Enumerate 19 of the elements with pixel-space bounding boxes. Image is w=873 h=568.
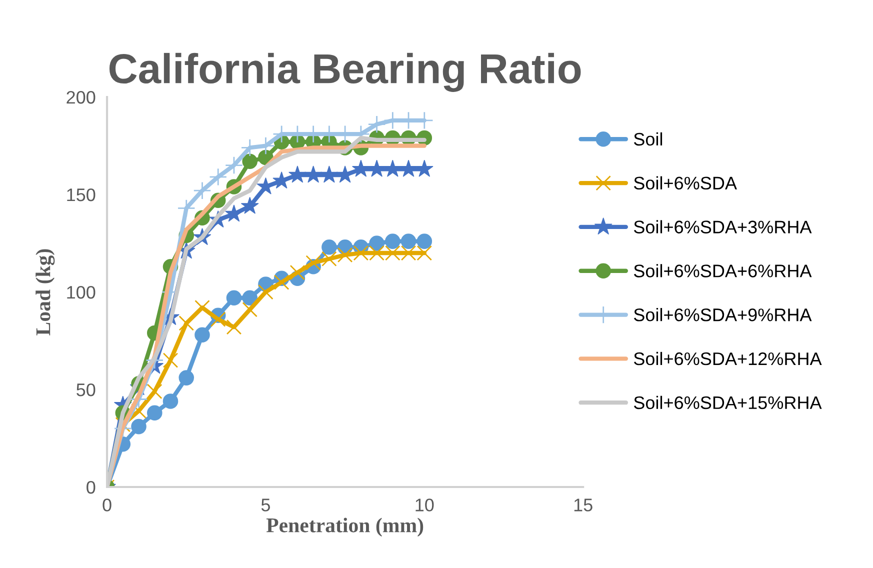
y-tick-label: 50 <box>76 383 96 396</box>
x-tick-label: 0 <box>102 498 112 512</box>
legend-label: Soil+6%SDA+12%RHA <box>634 352 822 366</box>
x-tick-label: 10 <box>416 498 434 512</box>
y-tick-label: 100 <box>67 286 96 299</box>
legend-label: Soil+6%SDA <box>634 176 737 190</box>
legend-label: Soil <box>634 132 662 146</box>
x-axis-title: Penetration (mm) <box>266 518 424 537</box>
legend-label: Soil+6%SDA+9%RHA <box>634 308 812 322</box>
y-tick-label: 150 <box>67 188 96 202</box>
y-axis-title: Load (kg) <box>36 249 55 336</box>
legend-label: Soil+6%SDA+15%RHA <box>634 396 822 410</box>
y-tick-label: 0 <box>86 480 96 494</box>
y-tick-label: 200 <box>66 90 96 104</box>
legend-label: Soil+6%SDA+6%RHA <box>634 264 812 278</box>
chart-title: California Bearing Ratio <box>109 52 581 92</box>
x-tick-label: 15 <box>574 498 592 512</box>
legend-label: Soil+6%SDA+3%RHA <box>634 220 812 234</box>
x-tick-label: 5 <box>261 498 270 512</box>
